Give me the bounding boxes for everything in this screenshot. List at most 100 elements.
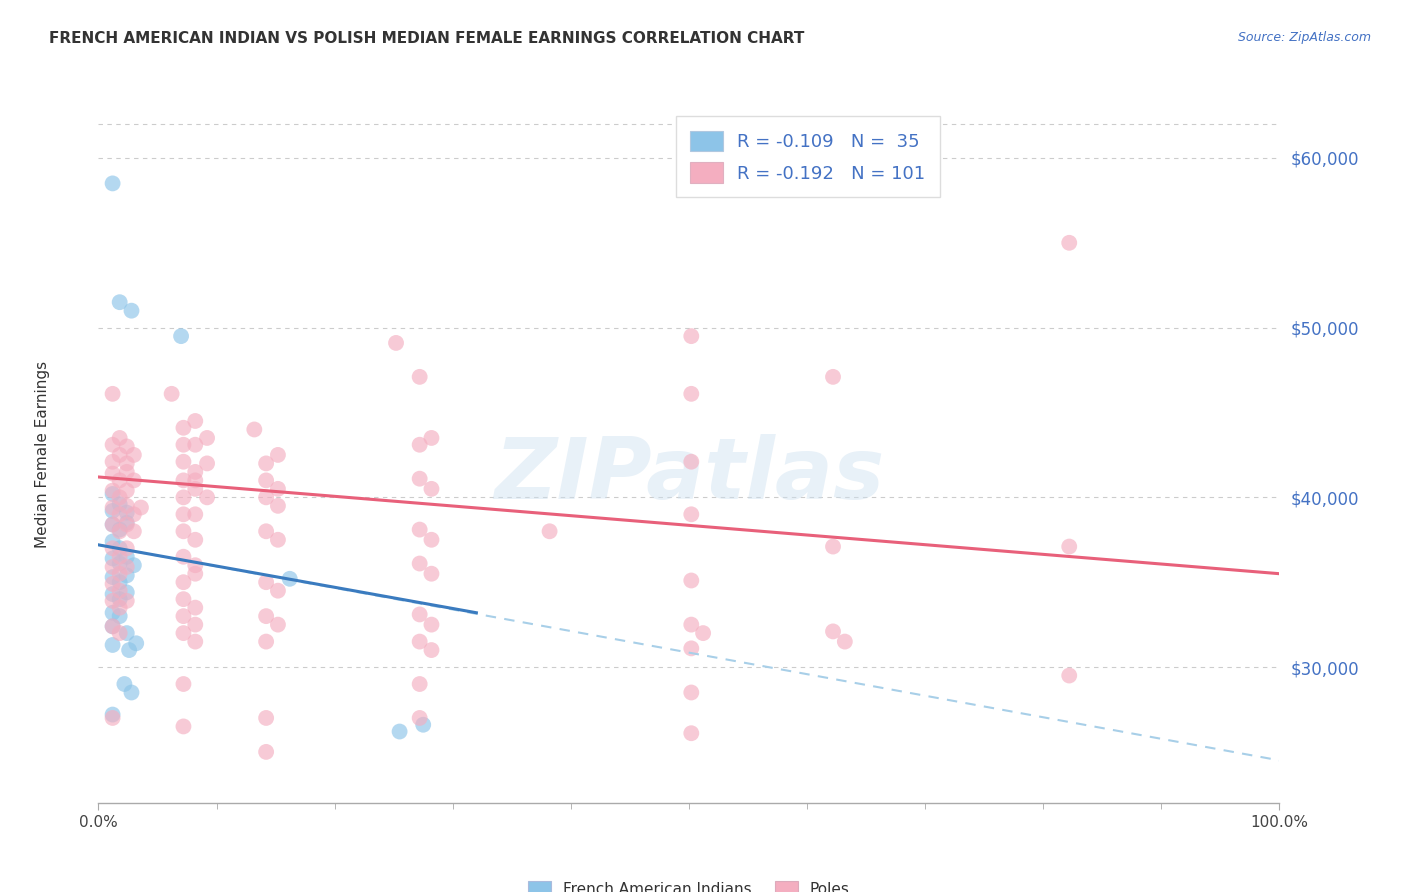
Point (254, 745, 277, 759)
Point (681, 508, 703, 522)
Point (681, 726, 703, 740)
Point (108, 609, 131, 624)
Point (101, 487, 124, 501)
Point (1057, 540, 1080, 554)
Point (172, 592, 194, 607)
Point (184, 465, 207, 479)
Point (681, 641, 703, 656)
Point (115, 594, 138, 608)
Point (115, 626, 138, 640)
Point (101, 438, 124, 452)
Point (101, 517, 124, 532)
Point (108, 566, 131, 581)
Point (267, 448, 290, 462)
Point (184, 566, 207, 581)
Point (1057, 668, 1080, 682)
Point (254, 474, 277, 488)
Point (254, 711, 277, 725)
Point (101, 560, 124, 574)
Point (101, 387, 124, 401)
Point (184, 600, 207, 615)
Point (108, 626, 131, 640)
Point (101, 500, 124, 515)
Point (115, 483, 138, 498)
Point (195, 457, 218, 471)
Point (278, 572, 301, 586)
Point (408, 472, 430, 486)
Point (101, 594, 124, 608)
Point (243, 422, 266, 436)
Point (101, 504, 124, 518)
Point (267, 617, 290, 632)
Point (122, 474, 145, 488)
Point (254, 575, 277, 590)
Point (115, 506, 138, 520)
Point (254, 524, 277, 539)
Point (108, 474, 131, 488)
Point (122, 448, 145, 462)
Point (108, 583, 131, 598)
Point (125, 636, 148, 650)
Point (118, 643, 141, 657)
Point (267, 583, 290, 598)
Point (408, 607, 430, 622)
Point (108, 497, 131, 511)
Text: FRENCH AMERICAN INDIAN VS POLISH MEDIAN FEMALE EARNINGS CORRELATION CHART: FRENCH AMERICAN INDIAN VS POLISH MEDIAN … (49, 31, 804, 46)
Point (267, 499, 290, 513)
Point (184, 533, 207, 547)
Point (172, 609, 194, 624)
Point (115, 541, 138, 556)
Point (101, 577, 124, 591)
Point (115, 568, 138, 582)
Point (108, 524, 131, 539)
Point (122, 508, 145, 522)
Point (195, 431, 218, 445)
Point (108, 575, 131, 590)
Point (408, 523, 430, 537)
Point (834, 634, 856, 648)
Point (267, 482, 290, 496)
Point (172, 421, 194, 435)
Point (821, 540, 844, 554)
Point (115, 457, 138, 471)
Point (420, 643, 443, 657)
Point (172, 549, 194, 564)
Point (172, 719, 194, 733)
Point (108, 592, 131, 607)
Text: Source: ZipAtlas.com: Source: ZipAtlas.com (1237, 31, 1371, 45)
Point (129, 500, 152, 515)
Point (172, 438, 194, 452)
Point (184, 617, 207, 632)
Point (195, 491, 218, 505)
Point (122, 524, 145, 539)
Point (115, 549, 138, 564)
Point (184, 558, 207, 573)
Point (101, 541, 124, 556)
Point (681, 685, 703, 699)
Point (101, 606, 124, 620)
Point (115, 516, 138, 530)
Point (538, 524, 561, 539)
Point (101, 551, 124, 566)
Point (692, 626, 714, 640)
Point (170, 329, 193, 343)
Point (101, 570, 124, 584)
Point (681, 574, 703, 588)
Point (681, 329, 703, 343)
Point (267, 533, 290, 547)
Point (420, 431, 443, 445)
Point (160, 387, 183, 401)
Point (420, 533, 443, 547)
Point (101, 534, 124, 549)
Point (172, 474, 194, 488)
Point (184, 508, 207, 522)
Point (101, 467, 124, 481)
Point (408, 438, 430, 452)
Point (108, 549, 131, 564)
Point (121, 685, 143, 699)
Y-axis label: Median Female Earnings: Median Female Earnings (35, 361, 49, 549)
Point (101, 455, 124, 469)
Point (254, 609, 277, 624)
Point (385, 335, 408, 350)
Point (101, 619, 124, 633)
